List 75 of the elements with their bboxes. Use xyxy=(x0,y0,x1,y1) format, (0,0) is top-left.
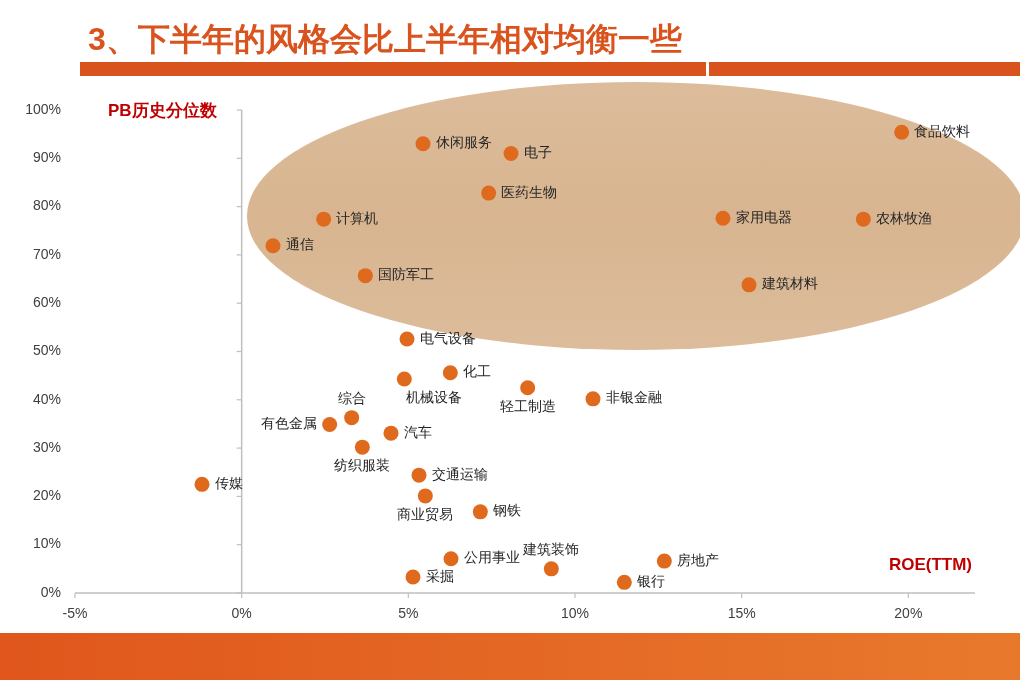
point xyxy=(481,185,497,201)
point xyxy=(417,488,433,504)
point xyxy=(316,211,332,227)
series-label: 休闲服务 xyxy=(435,135,492,151)
x-tick-label: 5% xyxy=(398,604,419,621)
y-tick-label: 60% xyxy=(32,293,61,310)
x-axis-title: ROE(TTM) xyxy=(888,555,972,575)
series-label: 电气设备 xyxy=(419,330,476,346)
y-tick-label: 10% xyxy=(32,535,61,552)
point xyxy=(415,136,431,152)
point xyxy=(442,365,458,381)
point xyxy=(616,574,632,590)
series-label: 传媒 xyxy=(214,475,243,491)
point xyxy=(585,391,601,407)
point xyxy=(503,145,519,161)
x-tick-label: 20% xyxy=(894,604,923,621)
series-label: 电子 xyxy=(523,145,552,161)
series-label: 公用事业 xyxy=(463,550,520,566)
series-label: 国防军工 xyxy=(377,267,434,283)
point xyxy=(656,553,672,569)
series-label: 商业贸易 xyxy=(397,506,454,522)
y-tick-label: 40% xyxy=(32,390,61,407)
x-tick-label: -5% xyxy=(62,604,88,621)
point xyxy=(383,425,399,441)
point xyxy=(443,551,459,567)
series-label: 化工 xyxy=(462,364,491,380)
series-label: 钢铁 xyxy=(491,503,521,519)
y-axis-title: PB历史分位数 xyxy=(108,101,218,121)
series-label: 轻工制造 xyxy=(499,398,556,414)
point xyxy=(411,467,427,483)
series-label: 建筑装饰 xyxy=(521,541,579,557)
x-tick-label: 0% xyxy=(231,604,252,621)
series-label: 计算机 xyxy=(336,210,379,226)
y-tick-label: 30% xyxy=(32,438,61,455)
series-label: 家用电器 xyxy=(735,209,792,225)
x-tick-label: 10% xyxy=(560,604,590,621)
chart-title: 3、下半年的风格会比上半年相对均衡一些 xyxy=(88,21,682,58)
point xyxy=(405,569,421,585)
point xyxy=(520,380,536,396)
x-tick-label: 15% xyxy=(727,604,756,621)
point xyxy=(396,371,412,387)
series-label: 纺织服装 xyxy=(334,458,391,474)
y-tick-label: 50% xyxy=(32,342,61,359)
point xyxy=(855,211,871,227)
series-label: 采掘 xyxy=(425,568,454,584)
y-tick-label: 20% xyxy=(32,487,61,504)
point xyxy=(194,476,210,492)
point xyxy=(894,124,910,140)
point xyxy=(344,410,360,426)
point xyxy=(354,439,370,455)
point xyxy=(741,277,757,293)
series-label: 建筑材料 xyxy=(760,276,818,292)
series-label: 汽车 xyxy=(403,424,432,440)
series-label: 非银金融 xyxy=(605,390,662,406)
series-label: 房地产 xyxy=(676,552,719,568)
y-tick-label: 70% xyxy=(32,245,61,262)
series-label: 交通运输 xyxy=(431,466,488,482)
series-label: 农林牧渔 xyxy=(875,210,932,226)
point xyxy=(543,561,559,577)
y-tick-label: 0% xyxy=(40,583,61,600)
series-label: 银行 xyxy=(635,573,665,589)
series-label: 通信 xyxy=(285,237,314,253)
point xyxy=(322,416,338,432)
point xyxy=(472,504,488,520)
y-tick-label: 90% xyxy=(32,149,61,165)
series-label: 综合 xyxy=(337,390,366,406)
point xyxy=(715,210,731,226)
y-tick-label: 100% xyxy=(25,100,61,117)
y-tick-label: 80% xyxy=(32,197,61,214)
series-label: 机械设备 xyxy=(406,390,463,406)
point xyxy=(357,268,373,284)
point xyxy=(399,331,415,347)
series-label: 有色金属 xyxy=(261,416,318,431)
series-label: 医药生物 xyxy=(501,184,558,200)
point xyxy=(265,238,281,254)
